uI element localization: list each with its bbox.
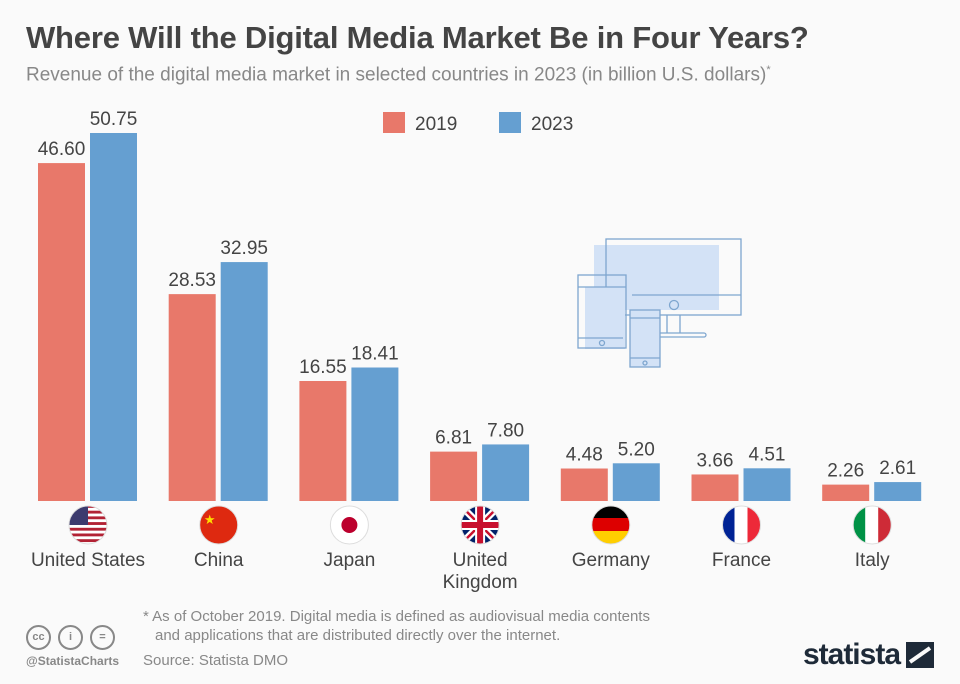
value-label: 7.80 [487,420,524,441]
category-label: Kingdom [443,572,518,593]
category-label: United [453,550,508,571]
category-label: United States [31,550,145,571]
creative-commons-icon: cc [26,625,51,650]
value-label: 5.20 [618,439,655,460]
bar-2019 [168,294,216,501]
chart-title: Where Will the Digital Media Market Be i… [26,20,809,55]
bar-2019 [430,451,478,501]
category-label: China [194,550,244,571]
chart-subtitle: Revenue of the digital media market in s… [26,64,771,86]
bar-2023 [743,468,791,501]
footnote-line-2: and applications that are distributed di… [155,627,561,644]
bar-2023 [612,463,660,501]
bar-2023 [874,482,922,501]
us-flag-icon [68,505,108,545]
category-label: Germany [572,550,651,571]
footnote-mark: * [766,64,771,76]
uk-flag-icon [460,505,500,545]
bar-2019 [691,474,739,501]
bar-2019 [38,163,85,502]
bar-2019 [822,484,870,501]
value-label: 2.26 [827,461,864,482]
value-label: 32.95 [220,238,268,259]
value-label: 50.75 [90,109,138,130]
statista-logo-icon [906,642,934,668]
germany-flag-icon [591,505,631,545]
italy-flag-icon [852,505,892,545]
value-label: 18.41 [351,344,399,365]
attribution-icon: i [58,625,83,650]
category-label: France [712,550,771,571]
svg-text:★: ★ [204,512,216,527]
brand-text: statista [802,638,901,671]
value-label: 28.53 [168,270,216,291]
bar-2023 [351,367,399,501]
bar-2019 [299,380,347,501]
legend-swatch-2019 [383,112,405,133]
no-derivatives-icon: = [90,625,115,650]
bar-2023 [482,444,530,501]
value-label: 4.51 [749,444,786,465]
value-label: 6.81 [435,428,472,449]
legend-label-2019: 2019 [415,114,457,135]
subtitle-text: Revenue of the digital media market in s… [26,64,767,86]
category-label: Japan [324,550,376,571]
value-label: 46.60 [38,139,86,160]
value-label: 16.55 [299,357,347,378]
devices-illustration [577,238,742,368]
value-label: 4.48 [566,445,603,466]
japan-flag-icon [329,505,369,545]
legend-swatch-2023 [499,112,521,133]
value-label: 2.61 [879,458,916,479]
legend: 2019 2023 [383,112,573,135]
statista-logo[interactable]: statista [803,638,934,672]
bar-2023 [90,133,137,501]
legend-label-2023: 2023 [531,114,573,135]
value-label: 3.66 [697,450,734,471]
source: Source: Statista DMO [143,652,289,669]
france-flag-icon [722,505,761,545]
bar-2019 [560,468,608,501]
category-label: Italy [855,550,890,571]
china-flag-icon: ★ [199,505,239,545]
twitter-handle: @StatistaCharts [26,654,120,668]
bar-2023 [220,262,268,501]
footnote-line-1: * As of October 2019. Digital media is d… [143,608,650,625]
